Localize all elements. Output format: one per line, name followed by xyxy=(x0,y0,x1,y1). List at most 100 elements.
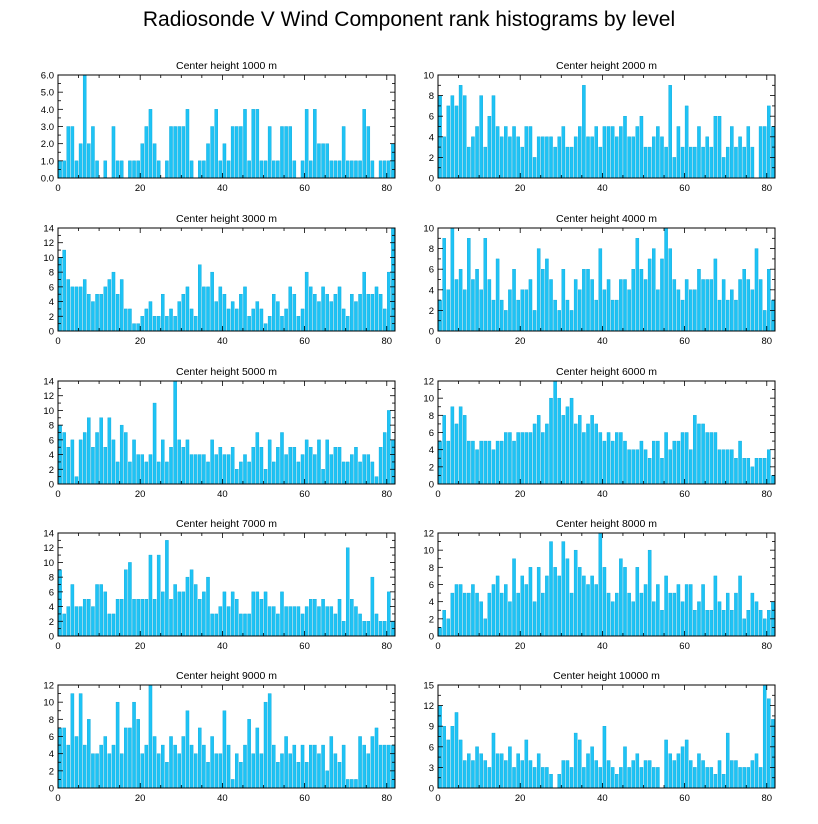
bar xyxy=(374,286,379,332)
bar xyxy=(602,567,607,637)
chart-panel-3: Center height 3000 m 0 20 40 60 80 0 2 4 6 8 10 12 14 xyxy=(43,213,396,347)
x-tick-label: 80 xyxy=(381,641,392,652)
bar xyxy=(144,126,149,179)
bar xyxy=(66,126,71,179)
bar xyxy=(136,454,140,485)
bar xyxy=(378,160,383,179)
bar xyxy=(771,475,775,485)
bar xyxy=(296,461,301,485)
bar xyxy=(362,109,366,179)
bar xyxy=(758,279,763,332)
bar xyxy=(656,584,660,637)
bar xyxy=(664,432,668,485)
bar xyxy=(606,126,611,179)
x-tick-label: 40 xyxy=(597,489,608,500)
x-tick-label: 80 xyxy=(381,183,392,194)
x-tick-label: 20 xyxy=(515,641,526,652)
y-tick-label: 6 xyxy=(429,428,434,439)
bar xyxy=(185,286,190,332)
bar xyxy=(341,744,346,789)
bar xyxy=(156,461,161,485)
bar xyxy=(524,739,529,789)
bar xyxy=(128,727,132,789)
bar xyxy=(62,249,66,332)
bar xyxy=(345,547,350,637)
bar xyxy=(230,126,235,179)
bar xyxy=(713,432,718,485)
bar xyxy=(734,299,738,332)
bar xyxy=(70,693,75,789)
bar xyxy=(304,439,309,485)
bar xyxy=(243,286,247,332)
bar xyxy=(362,271,366,332)
bar xyxy=(615,592,619,637)
y-tick-label: 2 xyxy=(429,462,434,473)
bar xyxy=(446,618,451,637)
bar xyxy=(284,736,288,789)
bar xyxy=(206,461,210,485)
bar xyxy=(165,762,169,789)
bar xyxy=(128,160,132,179)
bar xyxy=(721,774,726,789)
bar xyxy=(58,569,62,637)
bar xyxy=(317,606,321,637)
x-tick-label: 80 xyxy=(761,183,772,194)
bar xyxy=(366,126,371,179)
y-tick-label: 1.0 xyxy=(41,156,54,167)
bar xyxy=(378,447,383,485)
bar xyxy=(467,146,471,179)
bar xyxy=(569,592,574,637)
bar xyxy=(296,606,301,637)
bar xyxy=(218,160,223,179)
bar xyxy=(758,126,763,179)
bar xyxy=(152,599,157,637)
bar xyxy=(107,753,112,789)
bar xyxy=(115,701,120,789)
bar xyxy=(738,440,742,485)
bar xyxy=(210,736,214,789)
bar xyxy=(516,136,520,179)
x-tick-label: 60 xyxy=(679,489,690,500)
bar xyxy=(656,126,660,179)
bar xyxy=(762,310,767,332)
bar xyxy=(639,269,644,332)
bar xyxy=(280,753,284,789)
x-tick-label: 40 xyxy=(217,641,228,652)
bar xyxy=(771,126,775,179)
bar xyxy=(156,753,161,789)
bar xyxy=(767,449,771,485)
bar xyxy=(325,439,329,485)
bar xyxy=(742,618,746,637)
y-tick-label: 14 xyxy=(43,224,54,235)
bar xyxy=(132,160,136,179)
bar xyxy=(619,558,623,637)
bar xyxy=(475,126,479,179)
x-tick-label: 60 xyxy=(299,336,310,347)
bar xyxy=(185,109,190,179)
bar xyxy=(247,461,251,485)
bar xyxy=(341,308,346,332)
bar xyxy=(78,286,83,332)
bar xyxy=(345,160,350,179)
bar xyxy=(734,458,738,485)
y-tick-label: 6 xyxy=(49,587,54,598)
bar xyxy=(471,760,475,789)
x-tick-label: 0 xyxy=(55,183,60,194)
bar xyxy=(374,613,379,637)
bar xyxy=(676,584,681,637)
bar xyxy=(504,760,508,789)
x-tick-label: 0 xyxy=(55,336,60,347)
y-tick-label: 4 xyxy=(49,297,54,308)
bar xyxy=(725,449,730,485)
bar xyxy=(553,146,557,179)
bar xyxy=(528,432,533,485)
bar xyxy=(189,454,194,485)
bar xyxy=(235,753,239,789)
bar xyxy=(300,744,305,789)
bar xyxy=(705,610,709,637)
bar xyxy=(148,684,153,789)
x-tick-label: 60 xyxy=(299,793,310,804)
bar xyxy=(243,454,247,485)
bar xyxy=(590,136,594,179)
